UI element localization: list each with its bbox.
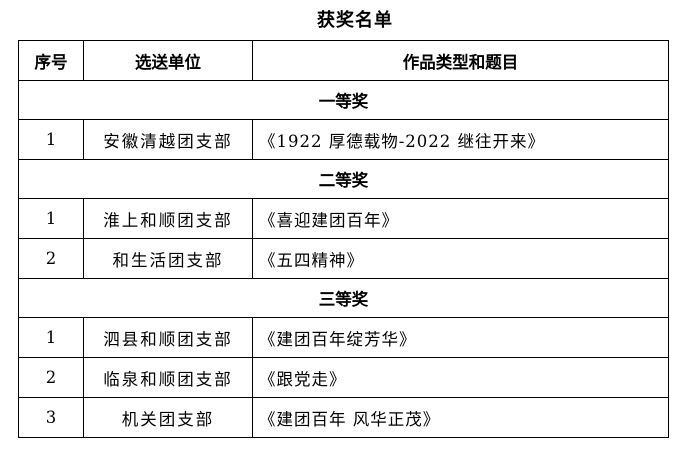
header-work: 作品类型和题目 (252, 40, 669, 81)
table-row: 2 和生活团支部 《五四精神》 (18, 238, 669, 279)
submitting-unit: 和生活团支部 (83, 238, 253, 279)
submitting-unit: 安徽清越团支部 (83, 119, 253, 160)
work-title: 《跟党走》 (252, 357, 669, 398)
table-row: 1 安徽清越团支部 《1922 厚德载物-2022 继往开来》 (18, 119, 669, 160)
section-title: 三等奖 (18, 278, 669, 318)
table-row: 3 机关团支部 《建团百年 风华正茂》 (18, 397, 669, 438)
row-number: 3 (18, 397, 84, 438)
section-row: 二等奖 (18, 159, 669, 199)
row-number: 1 (18, 317, 84, 358)
work-title: 《五四精神》 (252, 238, 669, 279)
submitting-unit: 机关团支部 (83, 397, 253, 438)
table-row: 1 泗县和顺团支部 《建团百年绽芳华》 (18, 317, 669, 358)
document-title: 获奖名单 (317, 10, 393, 31)
row-number: 2 (18, 357, 84, 398)
section-row: 三等奖 (18, 278, 669, 318)
section-row: 一等奖 (18, 80, 669, 120)
work-title: 《喜迎建团百年》 (252, 198, 669, 239)
submitting-unit: 泗县和顺团支部 (83, 317, 253, 358)
award-table: 序号 选送单位 作品类型和题目 一等奖 1 安徽清越团支部 《1922 厚德载物-20… (18, 40, 669, 438)
work-title: 《1922 厚德载物-2022 继往开来》 (252, 119, 669, 160)
work-title: 《建团百年 风华正茂》 (252, 397, 669, 438)
table-header-row: 序号 选送单位 作品类型和题目 (18, 40, 669, 81)
header-no: 序号 (18, 40, 84, 81)
section-title: 一等奖 (18, 80, 669, 120)
work-title: 《建团百年绽芳华》 (252, 317, 669, 358)
table-row: 1 淮上和顺团支部 《喜迎建团百年》 (18, 198, 669, 239)
submitting-unit: 临泉和顺团支部 (83, 357, 253, 398)
section-title: 二等奖 (18, 159, 669, 199)
table-row: 2 临泉和顺团支部 《跟党走》 (18, 357, 669, 398)
award-table-body: 序号 选送单位 作品类型和题目 一等奖 1 安徽清越团支部 《1922 厚德载物-20… (18, 40, 669, 438)
header-unit: 选送单位 (83, 40, 253, 81)
row-number: 1 (18, 119, 84, 160)
submitting-unit: 淮上和顺团支部 (83, 198, 253, 239)
row-number: 1 (18, 198, 84, 239)
row-number: 2 (18, 238, 84, 279)
